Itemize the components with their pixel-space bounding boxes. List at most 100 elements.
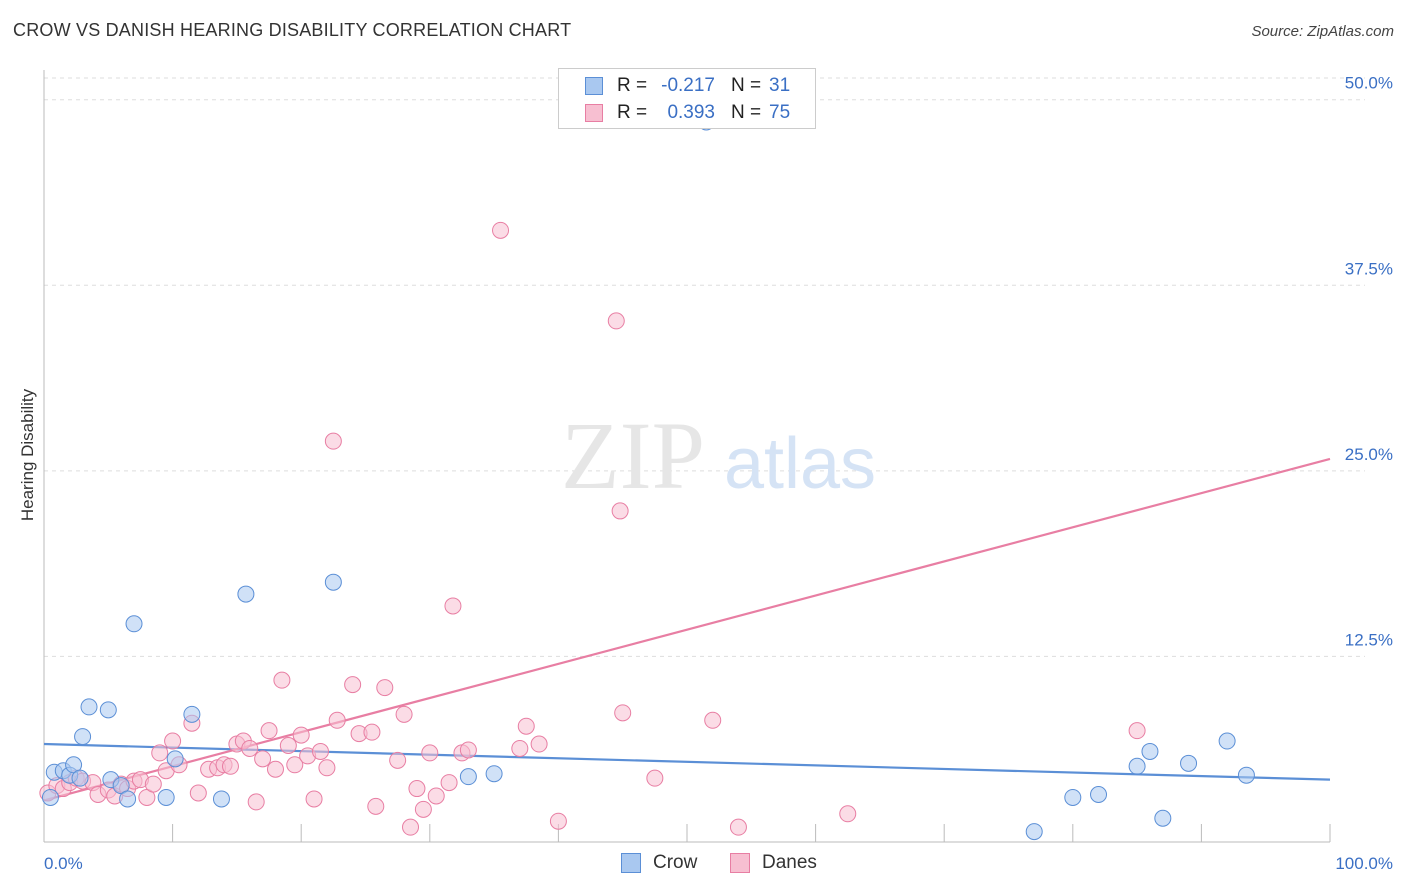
point-crow	[71, 769, 89, 787]
point-crow	[1154, 809, 1172, 827]
legend-r-label: R =	[617, 75, 648, 96]
point-danes	[273, 671, 291, 689]
point-danes	[266, 760, 284, 778]
watermark: ZIP atlas	[561, 402, 876, 509]
y-tick-label: 37.5%	[1345, 259, 1393, 278]
watermark-atlas: atlas	[724, 424, 876, 504]
point-crow	[74, 728, 92, 746]
y-axis-label: Hearing Disability	[18, 388, 37, 521]
point-crow	[1128, 757, 1146, 775]
legend-n-label: N =	[731, 102, 762, 123]
point-danes	[376, 679, 394, 697]
legend-swatch-danes	[585, 104, 603, 122]
legend-n-label: N =	[731, 75, 762, 96]
data-points	[39, 113, 1255, 841]
point-danes	[729, 818, 747, 836]
point-danes	[704, 711, 722, 729]
point-danes	[395, 705, 413, 723]
point-danes	[318, 759, 336, 777]
point-danes	[311, 742, 329, 760]
correlation-legend: R = -0.217 N = 31 R = 0.393 N = 75	[558, 68, 816, 129]
trend-lines	[43, 457, 1331, 802]
point-danes	[254, 750, 272, 768]
trend-line-crow	[43, 742, 1331, 781]
point-crow	[1090, 785, 1108, 803]
point-crow	[459, 768, 477, 786]
point-crow	[125, 615, 143, 633]
y-tick-label: 50.0%	[1345, 74, 1393, 93]
point-danes	[241, 739, 259, 757]
x-tick-label: 100.0%	[1335, 854, 1393, 873]
point-danes	[151, 744, 169, 762]
point-danes	[144, 775, 162, 793]
point-crow	[1141, 742, 1159, 760]
point-crow	[212, 790, 230, 808]
point-crow	[1218, 732, 1236, 750]
point-crow	[41, 788, 59, 806]
point-danes	[614, 704, 632, 722]
trend-line-danes	[43, 457, 1331, 802]
point-danes	[328, 711, 346, 729]
watermark-zip: ZIP	[561, 402, 705, 509]
point-crow	[166, 750, 184, 768]
point-danes	[164, 732, 182, 750]
point-crow	[183, 705, 201, 723]
point-danes	[607, 312, 625, 330]
point-danes	[511, 739, 529, 757]
point-danes	[444, 597, 462, 615]
y-tick-label: 12.5%	[1345, 630, 1393, 649]
point-danes	[414, 800, 432, 818]
point-danes	[221, 757, 239, 775]
legend-r-label: R =	[617, 102, 648, 123]
legend-n-value: 31	[769, 75, 791, 96]
point-danes	[427, 787, 445, 805]
point-danes	[1128, 722, 1146, 740]
chart-title: CROW VS DANISH HEARING DISABILITY CORREL…	[13, 20, 572, 40]
point-danes	[611, 502, 629, 520]
point-crow	[1180, 754, 1198, 772]
point-danes	[305, 790, 323, 808]
point-danes	[492, 221, 510, 239]
x-tick-label: 0.0%	[44, 854, 83, 873]
point-danes	[344, 676, 362, 694]
y-tick-label: 25.0%	[1345, 445, 1393, 464]
series-swatch-crow	[621, 853, 641, 873]
point-danes	[459, 741, 477, 759]
point-danes	[530, 735, 548, 753]
point-danes	[421, 744, 439, 762]
series-swatch-danes	[730, 853, 750, 873]
point-danes	[389, 751, 407, 769]
point-crow	[237, 585, 255, 603]
point-danes	[279, 737, 297, 754]
legend-r-value: 0.393	[667, 102, 715, 123]
axes	[43, 70, 1331, 843]
point-danes	[646, 769, 664, 787]
legend-n-value: 75	[769, 102, 791, 123]
series-legend-label: Danes	[762, 852, 817, 873]
point-danes	[247, 793, 265, 811]
point-crow	[99, 701, 117, 719]
legend-r-value: -0.217	[661, 75, 715, 96]
chart-source: Source: ZipAtlas.com	[1251, 23, 1394, 40]
point-danes	[367, 797, 385, 815]
series-legend: Crow Danes	[0, 852, 1406, 878]
point-crow	[1237, 766, 1255, 784]
point-danes	[549, 812, 567, 830]
point-crow	[119, 790, 137, 808]
tick-labels: 12.5% 25.0% 37.5% 50.0% 0.0% 100.0%	[44, 74, 1393, 873]
point-danes	[286, 756, 304, 774]
point-crow	[324, 573, 342, 591]
series-legend-label: Crow	[653, 852, 698, 873]
point-danes	[408, 780, 426, 798]
point-crow	[1064, 788, 1082, 806]
point-crow	[1025, 823, 1043, 841]
point-danes	[440, 774, 458, 792]
grid-lines	[44, 77, 1365, 657]
point-crow	[157, 788, 175, 806]
point-danes	[363, 723, 381, 741]
point-crow	[80, 698, 98, 716]
point-danes	[260, 722, 278, 740]
point-crow	[485, 765, 503, 783]
point-danes	[402, 818, 420, 836]
